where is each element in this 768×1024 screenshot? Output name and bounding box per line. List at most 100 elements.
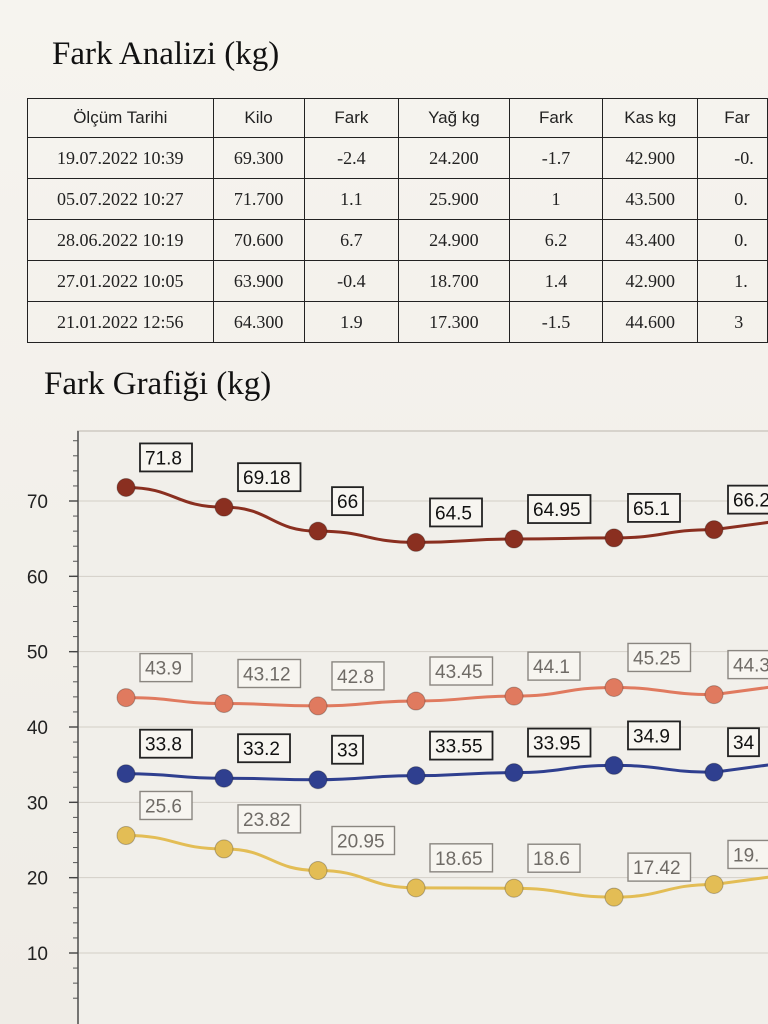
- y-tick-label: 20: [27, 869, 48, 890]
- data-point: [406, 766, 426, 786]
- series-2: 33.8 33.2 33 33.55 33.95 34.9 34: [116, 720, 768, 790]
- table-cell: 28.06.2022 10:19: [27, 219, 214, 261]
- y-tick-label: 50: [27, 643, 48, 664]
- table-cell: -0.4: [303, 260, 400, 302]
- data-point: [604, 887, 624, 907]
- table-cell: 42.900: [602, 260, 699, 302]
- header-weight: Kilo: [212, 98, 305, 138]
- data-label: 18.65: [435, 849, 483, 870]
- table-cell: 18.700: [398, 260, 510, 302]
- table-cell: 1: [508, 178, 604, 220]
- data-point: [214, 497, 234, 517]
- y-axis-ticks: 10 20 30 40 50 60 70: [27, 440, 78, 999]
- header-weight-diff: Fark: [303, 98, 400, 138]
- table-cell: 24.900: [398, 219, 510, 261]
- graph-title: Fark Grafiği (kg): [44, 366, 272, 402]
- data-label: 33.55: [435, 737, 483, 758]
- data-point: [214, 839, 234, 859]
- data-label: 66: [337, 492, 358, 513]
- data-point: [116, 764, 136, 784]
- data-point: [604, 677, 624, 697]
- table-cell: -2.4: [303, 137, 400, 179]
- table-cell: 63.900: [212, 260, 305, 302]
- data-point: [214, 693, 234, 713]
- data-label: 44.1: [533, 657, 570, 678]
- table-cell: 05.07.2022 10:27: [27, 178, 214, 220]
- table-cell: 0.: [697, 178, 768, 220]
- series-3: 25.6 23.82 20.95 18.65 18.6 17.42 19.: [116, 790, 768, 907]
- data-label: 71.8: [145, 448, 182, 469]
- data-point: [604, 528, 624, 548]
- table-cell: 6.7: [303, 219, 400, 261]
- table-cell: 25.900: [398, 178, 510, 220]
- table-cell: 3: [697, 301, 768, 343]
- y-tick-label: 70: [27, 492, 48, 513]
- data-label-box: [237, 804, 302, 834]
- table-cell: 1.9: [303, 301, 400, 343]
- data-point: [116, 477, 136, 497]
- data-label-box: [627, 642, 692, 673]
- table-cell: 43.500: [602, 178, 699, 220]
- header-date: Ölçüm Tarihi: [27, 98, 214, 138]
- data-point: [504, 529, 524, 549]
- data-label-box: [237, 658, 302, 689]
- data-label: 19.: [733, 845, 759, 866]
- data-point: [604, 755, 624, 775]
- table-cell: -1.7: [508, 137, 604, 179]
- data-point: [406, 691, 426, 711]
- y-tick-label: 10: [27, 944, 48, 965]
- table-cell: 69.300: [212, 137, 305, 179]
- data-point: [116, 688, 136, 708]
- table-cell: 71.700: [212, 178, 305, 220]
- data-point: [704, 685, 724, 705]
- data-label-box: [429, 843, 494, 873]
- data-label: 33.8: [145, 735, 182, 756]
- data-label-box: [429, 497, 483, 528]
- data-label: 34: [733, 733, 755, 754]
- data-point: [308, 770, 328, 790]
- data-label-box: [527, 727, 592, 758]
- data-label: 64.95: [533, 500, 581, 521]
- table-cell: 70.600: [212, 219, 305, 261]
- header-fat: Yağ kg: [398, 98, 510, 138]
- data-label: 33.95: [533, 734, 581, 755]
- data-label: 17.42: [633, 858, 681, 879]
- data-label: 33: [337, 741, 358, 762]
- data-point: [116, 825, 136, 845]
- series-0: 71.8 69.18 66 64.5 64.95 65.1 66.2: [116, 442, 768, 552]
- data-label-box: [627, 852, 692, 882]
- series-group: 71.8 69.18 66 64.5 64.95 65.1 66.2 43.9 43.12 42.…: [116, 442, 768, 907]
- data-point: [504, 686, 524, 706]
- table-cell: 19.07.2022 10:39: [27, 137, 214, 179]
- data-label-box: [429, 730, 494, 761]
- header-fat-diff: Fark: [508, 98, 604, 138]
- data-label: 43.12: [243, 664, 291, 685]
- header-muscle-diff: Far: [697, 98, 768, 138]
- table-row: 27.01.2022 10:05 63.900 -0.4 18.700 1.4 …: [27, 260, 768, 302]
- data-label-box: [727, 649, 768, 680]
- table-cell: 64.300: [212, 301, 305, 343]
- table-row: 19.07.2022 10:39 69.300 -2.4 24.200 -1.7…: [27, 137, 768, 179]
- data-point: [214, 768, 234, 788]
- data-point: [308, 521, 328, 541]
- data-point: [308, 696, 328, 716]
- data-label-box: [527, 494, 592, 524]
- data-label-box: [727, 727, 760, 758]
- table-header-row: Ölçüm Tarihi Kilo Fark Yağ kg Fark Kas k…: [27, 98, 768, 138]
- table-cell: 6.2: [508, 219, 604, 261]
- table-cell: 17.300: [398, 301, 510, 343]
- data-label-box: [139, 652, 193, 683]
- data-label: 25.6: [145, 796, 182, 817]
- data-label-box: [331, 486, 364, 517]
- data-label-box: [139, 728, 193, 759]
- table-cell: 1.1: [303, 178, 400, 220]
- data-point: [704, 762, 724, 782]
- data-point: [704, 874, 724, 894]
- analysis-title: Fark Analizi (kg): [52, 36, 280, 72]
- table-cell: 43.400: [602, 219, 699, 261]
- data-point: [308, 861, 328, 881]
- data-point: [504, 878, 524, 898]
- data-label: 42.8: [337, 667, 374, 688]
- data-label: 65.1: [633, 499, 670, 520]
